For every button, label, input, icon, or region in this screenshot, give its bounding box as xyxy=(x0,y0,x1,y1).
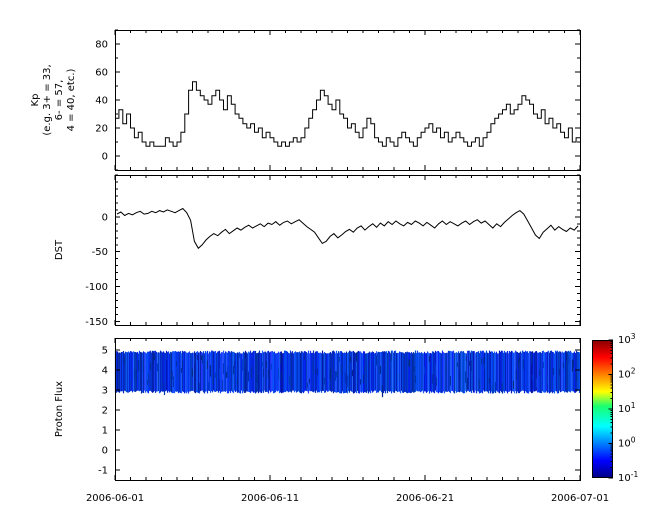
y-tick-label: 80 xyxy=(95,40,108,51)
y-tick-label: 3 xyxy=(102,386,108,397)
y-tick-label: 40 xyxy=(95,96,108,107)
y-tick-label: 5 xyxy=(102,346,108,357)
kp-axis-label: Kp xyxy=(30,94,41,107)
x-tick-label: 2006-06-21 xyxy=(396,493,454,504)
y-tick-label: 1 xyxy=(102,426,108,437)
colorbar-tick-label: 100 xyxy=(618,436,636,450)
x-axis-tick-labels: 2006-06-01 2006-06-11 2006-06-21 2006-07-01 xyxy=(86,493,609,504)
proton-flux-panel: -1 0 1 2 3 4 5 Proton Flux xyxy=(54,338,581,481)
proton-spectrogram xyxy=(114,350,581,398)
kp-axis-label: 4 = 40, etc.) xyxy=(66,68,77,131)
x-tick-label: 2006-07-01 xyxy=(551,493,609,504)
y-tick-label: 0 xyxy=(102,212,108,223)
proton-flux-axis-label: Proton Flux xyxy=(54,381,65,437)
y-tick-label: 60 xyxy=(95,68,108,79)
dst-line xyxy=(116,207,579,250)
dst-axis-label: DST xyxy=(54,239,65,260)
x-tick-label: 2006-06-11 xyxy=(241,493,299,504)
y-tick-label: 2 xyxy=(102,406,108,417)
kp-panel: 0 20 40 60 80 Kp (e.g. 3+ = 33, 6- = 57, 4 = 40,… xyxy=(30,29,581,171)
colorbar-tick-label: 103 xyxy=(618,332,636,346)
y-tick-label: -100 xyxy=(85,282,108,293)
y-tick-label: 0 xyxy=(102,446,108,457)
y-tick-label: 20 xyxy=(95,124,108,135)
y-tick-label: -150 xyxy=(85,317,108,328)
kp-axis-label: 6- = 57, xyxy=(54,80,65,121)
dst-panel: 0 -50 -100 -150 DST xyxy=(54,174,581,328)
colorbar-tick-label: 101 xyxy=(618,401,636,415)
colorbar-tick-label: 102 xyxy=(618,367,636,381)
colorbar: 10-1 100 101 102 103 xyxy=(592,332,638,484)
y-tick-label: -1 xyxy=(98,466,108,477)
y-tick-label: 0 xyxy=(102,152,108,163)
kp-line xyxy=(115,81,580,147)
y-tick-label: 4 xyxy=(102,366,108,377)
kp-axis-label: (e.g. 3+ = 33, xyxy=(42,64,53,135)
x-tick-label: 2006-06-01 xyxy=(86,493,144,504)
y-tick-label: -50 xyxy=(92,247,108,258)
colorbar-tick-label: 10-1 xyxy=(618,470,638,484)
